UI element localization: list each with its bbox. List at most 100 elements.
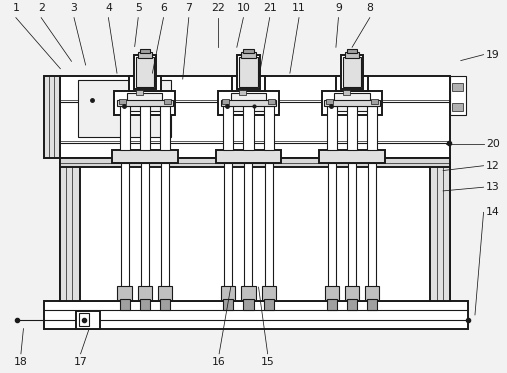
- Bar: [239, 90, 246, 95]
- Bar: [324, 100, 380, 106]
- Bar: [241, 53, 256, 58]
- Bar: [244, 163, 252, 287]
- Text: 17: 17: [74, 357, 87, 367]
- Bar: [367, 299, 377, 310]
- Bar: [223, 299, 233, 310]
- Bar: [215, 150, 281, 163]
- Bar: [140, 106, 150, 150]
- Bar: [450, 76, 466, 115]
- Bar: [141, 163, 149, 287]
- Bar: [341, 56, 363, 89]
- Bar: [112, 150, 177, 163]
- Bar: [222, 99, 229, 104]
- Bar: [119, 99, 126, 104]
- Bar: [239, 57, 258, 87]
- Text: 10: 10: [236, 3, 250, 13]
- Bar: [365, 286, 379, 300]
- Text: 21: 21: [263, 3, 276, 13]
- Bar: [120, 299, 130, 310]
- Bar: [221, 286, 235, 300]
- Text: 4: 4: [105, 3, 112, 13]
- Text: 1: 1: [13, 3, 19, 13]
- Bar: [319, 150, 385, 163]
- Bar: [117, 100, 172, 106]
- Bar: [430, 162, 450, 301]
- Bar: [264, 299, 274, 310]
- Bar: [160, 299, 170, 310]
- Text: 19: 19: [486, 50, 500, 60]
- Bar: [60, 162, 80, 301]
- Bar: [237, 56, 260, 89]
- Bar: [121, 163, 129, 287]
- Bar: [326, 99, 333, 104]
- Bar: [129, 76, 161, 91]
- Bar: [231, 93, 266, 111]
- Text: 11: 11: [292, 3, 306, 13]
- Bar: [136, 57, 154, 87]
- Bar: [371, 99, 378, 104]
- Bar: [136, 90, 143, 95]
- Text: 2: 2: [38, 3, 45, 13]
- Bar: [60, 157, 450, 167]
- Bar: [134, 56, 156, 89]
- Bar: [327, 106, 337, 150]
- Bar: [138, 286, 152, 300]
- Text: 3: 3: [70, 3, 78, 13]
- Bar: [221, 100, 276, 106]
- Text: 6: 6: [160, 3, 167, 13]
- Text: 8: 8: [367, 3, 373, 13]
- Bar: [452, 83, 463, 91]
- Bar: [140, 299, 150, 310]
- Bar: [115, 91, 175, 115]
- Bar: [262, 286, 276, 300]
- Bar: [78, 80, 171, 137]
- Bar: [452, 103, 463, 111]
- Bar: [60, 76, 450, 157]
- Bar: [44, 76, 60, 157]
- Bar: [335, 93, 370, 111]
- Bar: [336, 76, 368, 91]
- Text: 9: 9: [335, 3, 342, 13]
- Bar: [345, 53, 359, 58]
- Bar: [158, 286, 172, 300]
- Bar: [164, 99, 171, 104]
- Bar: [120, 106, 130, 150]
- Bar: [127, 93, 162, 111]
- Bar: [368, 163, 376, 287]
- Bar: [218, 91, 279, 115]
- Bar: [79, 313, 89, 326]
- Bar: [44, 301, 468, 329]
- Bar: [243, 106, 254, 150]
- Bar: [328, 163, 336, 287]
- Bar: [343, 90, 350, 95]
- Text: 15: 15: [261, 357, 274, 367]
- Bar: [76, 311, 100, 329]
- Bar: [60, 164, 450, 301]
- Text: 5: 5: [135, 3, 141, 13]
- Bar: [347, 50, 357, 53]
- Bar: [243, 299, 254, 310]
- Bar: [223, 106, 233, 150]
- Text: 20: 20: [486, 138, 500, 148]
- Bar: [224, 163, 232, 287]
- Bar: [241, 286, 256, 300]
- Bar: [345, 286, 359, 300]
- Bar: [348, 163, 356, 287]
- Bar: [347, 299, 357, 310]
- Bar: [265, 163, 273, 287]
- Bar: [264, 106, 274, 150]
- Text: 16: 16: [212, 357, 226, 367]
- Bar: [367, 106, 377, 150]
- Bar: [118, 286, 132, 300]
- Text: 22: 22: [211, 3, 225, 13]
- Bar: [161, 163, 169, 287]
- Bar: [343, 57, 361, 87]
- Bar: [243, 50, 254, 53]
- Text: 18: 18: [14, 357, 28, 367]
- Text: 7: 7: [186, 3, 192, 13]
- Bar: [325, 286, 339, 300]
- Bar: [347, 106, 357, 150]
- Bar: [232, 76, 265, 91]
- Text: 14: 14: [486, 207, 500, 217]
- Text: 13: 13: [486, 182, 500, 192]
